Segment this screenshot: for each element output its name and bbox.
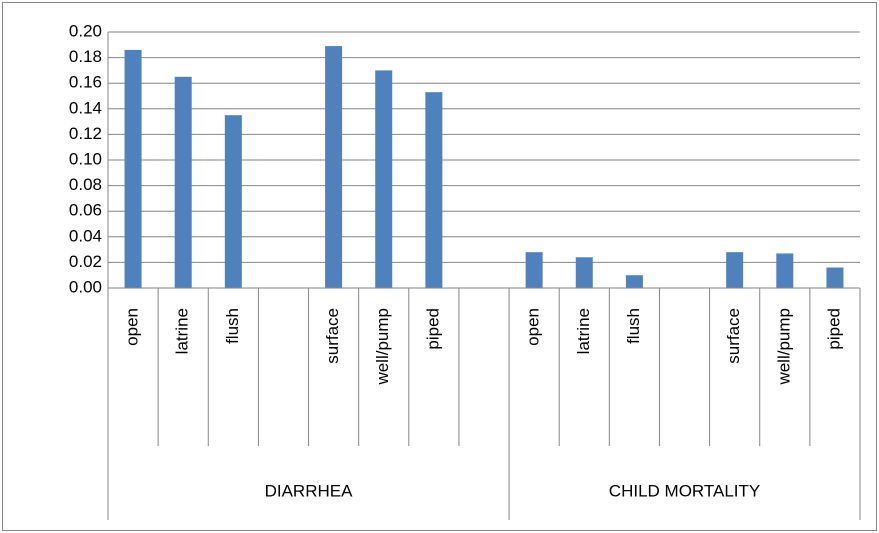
x-tick-label: well/pump [774, 308, 793, 386]
x-tick-label: latrine [574, 308, 593, 354]
x-tick-label: piped [824, 308, 843, 350]
bar [525, 252, 543, 288]
x-tick-label: flush [624, 308, 643, 344]
y-tick-label: 0.10 [69, 149, 102, 168]
y-tick-label: 0.18 [69, 47, 102, 66]
x-tick-label: latrine [173, 308, 192, 354]
bar [224, 115, 242, 288]
x-tick-label: well/pump [373, 308, 392, 386]
y-tick-label: 0.06 [69, 201, 102, 220]
x-tick-label: flush [223, 308, 242, 344]
x-tick-label: open [524, 308, 543, 346]
bar [726, 252, 744, 288]
y-tick-label: 0.08 [69, 175, 102, 194]
bar [625, 275, 643, 288]
bar [776, 253, 794, 288]
y-tick-label: 0.16 [69, 73, 102, 92]
bar [124, 49, 142, 288]
x-tick-label: surface [724, 308, 743, 364]
y-tick-label: 0.02 [69, 252, 102, 271]
x-tick-label: piped [423, 308, 442, 350]
group-label: CHILD MORTALITY [609, 481, 760, 500]
bar [425, 92, 443, 288]
y-tick-label: 0.04 [69, 226, 102, 245]
bar [575, 257, 593, 288]
x-tick-label: open [123, 308, 142, 346]
bar [826, 267, 844, 288]
bar [375, 70, 393, 289]
x-tick-label: surface [323, 308, 342, 364]
y-tick-label: 0.14 [69, 98, 102, 117]
y-tick-label: 0.12 [69, 124, 102, 143]
bar [174, 76, 192, 288]
y-tick-label: 0.00 [69, 277, 102, 296]
y-tick-label: 0.20 [69, 21, 102, 40]
group-label: DIARRHEA [265, 481, 354, 500]
bar [325, 46, 343, 288]
